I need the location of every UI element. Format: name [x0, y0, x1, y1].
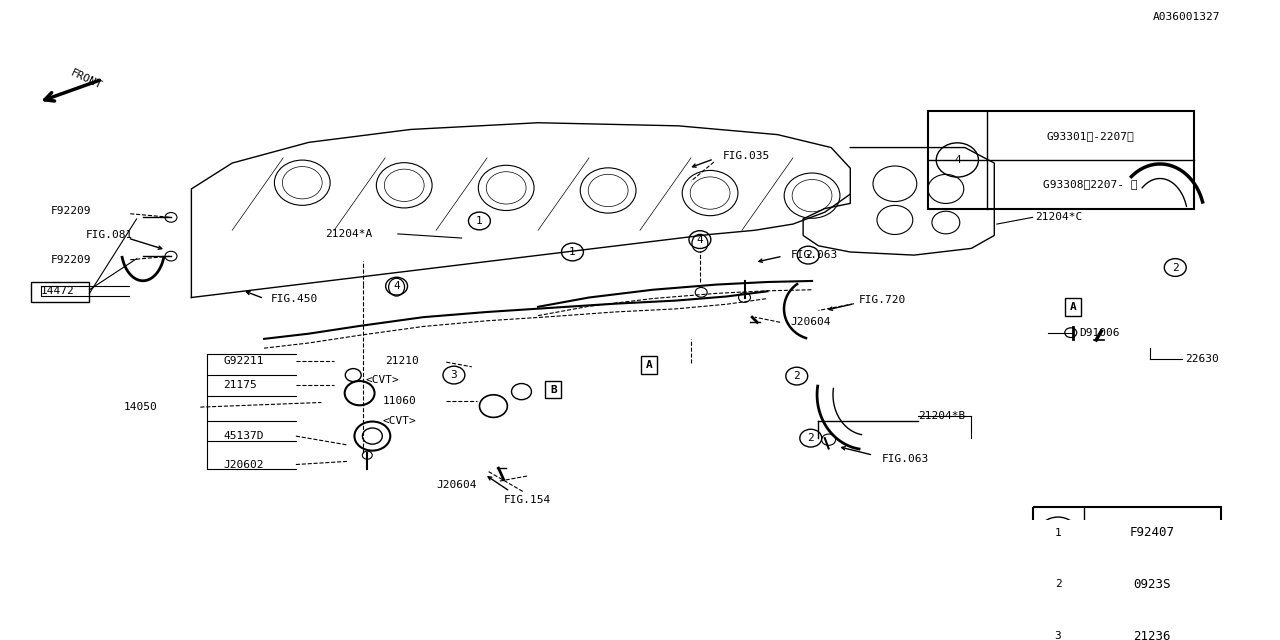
- Bar: [545, 381, 562, 399]
- Text: 1: 1: [476, 216, 483, 226]
- Text: G92211: G92211: [223, 356, 264, 366]
- Bar: [31, 282, 90, 301]
- Text: 4: 4: [393, 281, 399, 291]
- Text: 2: 2: [1172, 262, 1179, 273]
- Text: 22630: 22630: [1185, 353, 1220, 364]
- Text: F92209: F92209: [51, 205, 92, 216]
- Text: G93301＜-2207＞: G93301＜-2207＞: [1047, 131, 1134, 141]
- Text: <CVT>: <CVT>: [366, 375, 399, 385]
- Text: 2: 2: [794, 371, 800, 381]
- Text: J20604: J20604: [436, 480, 476, 490]
- Text: 14472: 14472: [41, 286, 74, 296]
- Text: 21204*B: 21204*B: [918, 412, 965, 421]
- Text: A036001327: A036001327: [1152, 12, 1220, 22]
- Bar: [1033, 507, 1221, 640]
- Text: 3: 3: [451, 370, 457, 380]
- Text: 2: 2: [808, 433, 814, 443]
- Bar: [641, 356, 657, 374]
- Text: FRONT: FRONT: [69, 68, 104, 91]
- Text: 14050: 14050: [124, 402, 157, 412]
- Text: 2: 2: [805, 250, 812, 260]
- Text: <CVT>: <CVT>: [383, 415, 416, 426]
- Text: 21210: 21210: [385, 356, 419, 366]
- Text: B: B: [550, 385, 557, 394]
- Text: 11060: 11060: [383, 396, 416, 406]
- Text: 1: 1: [1055, 528, 1061, 538]
- Text: 2: 2: [1055, 579, 1061, 589]
- Text: A: A: [645, 360, 653, 370]
- Text: FIG.035: FIG.035: [723, 151, 771, 161]
- Text: D91006: D91006: [1080, 328, 1120, 338]
- Text: 4: 4: [954, 155, 961, 165]
- Text: 1: 1: [570, 247, 576, 257]
- Text: FIG.720: FIG.720: [859, 295, 906, 305]
- Text: F92209: F92209: [51, 255, 92, 265]
- Text: 45137D: 45137D: [223, 431, 264, 441]
- Text: 4: 4: [696, 235, 703, 244]
- Text: 21204*C: 21204*C: [1036, 212, 1083, 222]
- Text: 3: 3: [1055, 631, 1061, 640]
- Text: FIG.063: FIG.063: [882, 454, 929, 464]
- Bar: [928, 111, 1194, 209]
- Text: FIG.154: FIG.154: [503, 495, 550, 505]
- Text: FIG.450: FIG.450: [270, 294, 317, 303]
- Text: F92407: F92407: [1130, 526, 1175, 540]
- Text: G93308＜2207- ＞: G93308＜2207- ＞: [1043, 179, 1138, 189]
- Text: FIG.063: FIG.063: [790, 250, 837, 260]
- Text: FIG.081: FIG.081: [86, 230, 133, 241]
- Text: 21236: 21236: [1134, 630, 1171, 640]
- Text: 0923S: 0923S: [1134, 578, 1171, 591]
- Bar: [1065, 298, 1082, 316]
- Text: 21175: 21175: [223, 380, 257, 390]
- Text: A: A: [1070, 302, 1076, 312]
- Text: J20604: J20604: [790, 317, 831, 327]
- Text: 21204*A: 21204*A: [325, 229, 372, 239]
- Text: J20602: J20602: [223, 460, 264, 470]
